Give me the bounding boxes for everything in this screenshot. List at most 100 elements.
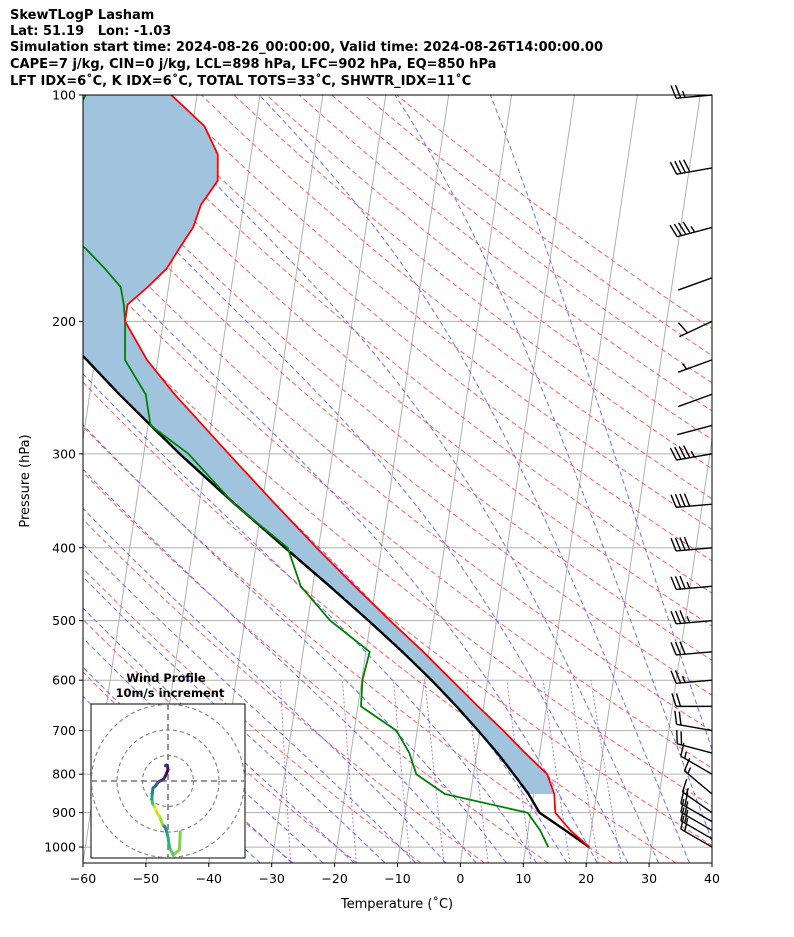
y-tick-label: 800 <box>52 767 76 782</box>
dry-adiabat <box>83 257 712 769</box>
hodograph-subtitle: 10m/s increment <box>116 686 225 700</box>
mixing-ratio-line <box>506 680 532 863</box>
x-axis-label: Temperature (˚C) <box>340 896 453 912</box>
x-tick-label: −20 <box>321 871 347 886</box>
wind-barbs <box>669 84 713 848</box>
mixing-ratio-line <box>342 680 357 863</box>
wind-barb <box>669 159 713 175</box>
isotherm-line <box>648 436 712 863</box>
dry-adiabat <box>266 95 712 441</box>
isotherm-line <box>522 95 638 863</box>
x-tick-label: 10 <box>515 871 531 886</box>
time-line: Simulation start time: 2024-08-26_00:00:… <box>10 40 603 55</box>
wind-barb <box>677 424 713 436</box>
wind-barb <box>680 798 713 831</box>
wind-barb <box>669 445 713 461</box>
moist-adiabat <box>258 95 690 863</box>
y-tick-label: 700 <box>52 723 76 738</box>
dry-adiabat <box>168 95 712 531</box>
mixing-ratio-lines <box>279 680 622 863</box>
wind-barb <box>670 536 713 552</box>
wind-barb <box>671 693 712 708</box>
hodograph-segment <box>166 835 172 849</box>
moist-adiabat <box>83 637 324 863</box>
moist-adiabat <box>83 543 416 863</box>
x-tick-label: 0 <box>456 871 464 886</box>
dry-adiabat <box>83 217 712 732</box>
wind-barb <box>677 359 713 373</box>
dry-adiabat <box>83 567 422 863</box>
y-tick-label: 300 <box>52 446 76 461</box>
dry-adiabat <box>83 297 712 807</box>
mixing-ratio-line <box>393 680 411 863</box>
x-tick-label: −30 <box>259 871 285 886</box>
wind-barb <box>670 641 713 656</box>
mixing-ratio-line <box>590 680 622 863</box>
isotherm-line <box>0 95 71 863</box>
y-axis-label: Pressure (hPa) <box>18 434 33 527</box>
hodograph-title: Wind Profile <box>126 671 206 685</box>
mixing-ratio-line <box>424 680 445 863</box>
x-tick-label: −10 <box>384 871 410 886</box>
x-tick-label: −50 <box>133 871 159 886</box>
y-tick-label: 900 <box>52 805 76 820</box>
wind-barb <box>670 493 713 509</box>
dry-adiabats <box>83 95 712 863</box>
dry-adiabat <box>298 95 712 412</box>
x-tick-label: 20 <box>578 871 594 886</box>
dry-adiabat <box>83 518 485 863</box>
x-axis-ticks: −60 −50 −40 −30 −20 −10 0 10 20 30 40 <box>70 863 720 886</box>
hodograph-segment <box>163 763 169 768</box>
x-tick-label: −60 <box>70 871 96 886</box>
wind-barb <box>677 277 713 291</box>
dry-adiabat <box>83 179 712 696</box>
isotherm-line <box>334 95 450 863</box>
wind-barb <box>670 575 713 591</box>
wind-barb <box>670 670 713 685</box>
y-axis-ticks: 100 200 300 400 500 600 700 800 900 1000 <box>44 88 83 855</box>
y-tick-label: 100 <box>52 88 76 103</box>
wind-barb <box>681 778 713 814</box>
isotherm-line <box>0 95 8 863</box>
dry-adiabat <box>83 471 549 863</box>
dry-adiabat <box>83 142 712 661</box>
sounding-title: SkewTLogP Lasham <box>10 8 155 23</box>
dry-adiabat <box>363 95 712 357</box>
stability-line-2: LFT IDX=6˚C, K IDX=6˚C, TOTAL TOTS=33˚C,… <box>10 74 472 89</box>
wind-barb <box>670 610 713 625</box>
moist-adiabat <box>83 468 477 863</box>
isotherm-line <box>271 95 387 863</box>
hodograph: Wind Profile 10m/s increment <box>90 671 246 859</box>
temperature-profile <box>124 95 590 848</box>
sounding-profiles <box>83 95 590 849</box>
stability-line-1: CAPE=7 j/kg, CIN=0 j/kg, LCL=898 hPa, LF… <box>10 57 497 72</box>
wind-barb <box>676 730 713 754</box>
x-tick-label: 40 <box>704 871 720 886</box>
dry-adiabat <box>83 425 613 863</box>
y-tick-label: 500 <box>52 613 76 628</box>
isotherm-line <box>585 95 701 863</box>
parcel-profile <box>83 354 590 849</box>
isotherm-line <box>459 95 575 863</box>
location-line: Lat: 51.19 Lon: -1.03 <box>10 24 172 39</box>
hodograph-segment <box>177 830 182 852</box>
wind-barb <box>677 320 713 338</box>
isotherm-line <box>775 95 794 863</box>
dry-adiabat <box>83 618 358 863</box>
y-tick-label: 1000 <box>44 840 76 855</box>
y-tick-label: 600 <box>52 673 76 688</box>
mixing-ratio-line <box>569 680 599 863</box>
isotherm-line <box>711 859 712 863</box>
dry-adiabat <box>135 95 712 562</box>
dry-adiabat <box>83 338 712 847</box>
dewpoint-profile <box>83 95 550 848</box>
moist-adiabat <box>394 95 712 843</box>
mixing-ratio-line <box>542 680 571 863</box>
wind-barb <box>674 710 713 732</box>
wind-barb <box>677 393 713 408</box>
moist-adiabat <box>129 95 659 863</box>
moist-adiabat <box>490 95 712 751</box>
dry-adiabat <box>331 95 712 384</box>
moist-adiabat <box>83 507 447 863</box>
